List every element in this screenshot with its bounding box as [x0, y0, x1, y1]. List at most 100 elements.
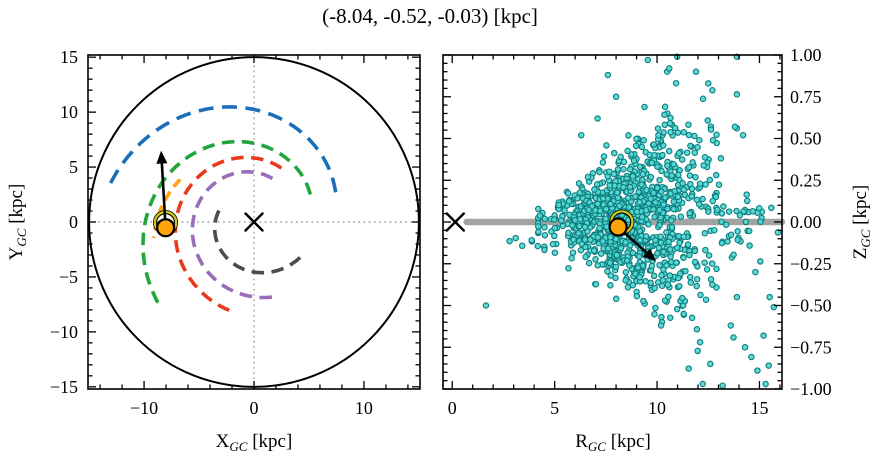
- scatter-point: [741, 344, 749, 351]
- scatter-point: [685, 365, 692, 372]
- scatter-point: [607, 200, 614, 208]
- z-tick-label: −0.50: [790, 296, 832, 316]
- scatter-point: [550, 216, 558, 223]
- spiral-arm-purple: [190, 170, 275, 300]
- x-axis-label-left-panel: XGC [kpc]: [216, 431, 293, 454]
- scatter-point: [565, 229, 572, 237]
- scatter-point: [570, 236, 577, 243]
- scatter-point: [650, 272, 658, 280]
- scatter-point: [566, 211, 573, 219]
- scatter-point: [667, 190, 674, 197]
- scatter-point: [709, 281, 716, 288]
- scatter-point: [607, 234, 614, 241]
- scatter-point: [636, 236, 644, 244]
- scatter-point: [707, 276, 715, 283]
- figure-title: (-8.04, -0.52, -0.03) [kpc]: [322, 4, 538, 28]
- scatter-point: [670, 198, 678, 205]
- scatter-point: [754, 367, 761, 374]
- scatter-point: [749, 208, 756, 215]
- scatter-point: [604, 71, 612, 79]
- scatter-point: [686, 273, 694, 281]
- scatter-point: [696, 338, 704, 346]
- scatter-point: [730, 334, 737, 341]
- scatter-point: [731, 123, 739, 131]
- scatter-point: [620, 184, 627, 191]
- spiral-arm-red: [173, 155, 283, 313]
- scatter-point: [610, 170, 618, 178]
- scatter-point: [591, 186, 598, 193]
- scatter-point: [625, 132, 632, 139]
- scatter-point: [676, 282, 683, 290]
- scatter-point: [664, 281, 672, 288]
- z-axis-label-right-panel: ZGC [kpc]: [850, 185, 873, 260]
- scatter-point: [535, 228, 542, 236]
- scatter-point: [680, 186, 688, 193]
- scatter-point: [733, 91, 741, 98]
- scatter-point: [684, 241, 692, 248]
- scatter-point: [666, 120, 674, 127]
- scatter-point: [659, 151, 666, 159]
- scatter-point: [642, 278, 649, 285]
- scatter-point: [675, 171, 682, 179]
- scatter-point: [569, 222, 576, 229]
- scatter-point: [665, 293, 672, 301]
- scatter-point: [657, 239, 665, 246]
- scatter-point: [688, 193, 696, 200]
- scatter-point: [652, 199, 659, 206]
- arrow-head: [642, 248, 657, 262]
- scatter-point: [694, 347, 701, 355]
- axis-ticks: [443, 54, 782, 390]
- scatter-point: [512, 234, 519, 242]
- scatter-point: [602, 205, 610, 213]
- scatter-point: [711, 226, 718, 234]
- scatter-point: [626, 166, 634, 173]
- scatter-point: [660, 266, 667, 273]
- y-tick-label: 5: [69, 157, 78, 177]
- scatter-point: [632, 270, 639, 277]
- scatter-point: [651, 284, 658, 292]
- scatter-point: [647, 173, 655, 181]
- scatter-point: [670, 160, 677, 168]
- scatter-point: [655, 244, 663, 252]
- scatter-point: [565, 265, 572, 272]
- scatter-point: [666, 65, 673, 72]
- z-tick-label: 0.25: [790, 170, 822, 190]
- scatter-point: [541, 231, 549, 239]
- scatter-point: [650, 206, 657, 213]
- scatter-point: [705, 208, 712, 215]
- scatter-point: [624, 147, 631, 155]
- scatter-point: [666, 314, 674, 321]
- scatter-point: [704, 117, 711, 124]
- y-tick-label: −5: [59, 267, 78, 287]
- scatter-point: [685, 121, 692, 128]
- scatter-point: [715, 181, 723, 188]
- scatter-point: [606, 182, 613, 189]
- scatter-point: [623, 257, 631, 264]
- scatter-point: [666, 272, 674, 279]
- scatter-point: [558, 217, 565, 224]
- scatter-point: [719, 382, 726, 389]
- scatter-point: [696, 180, 704, 187]
- scatter-point: [626, 183, 634, 191]
- y-tick-label: 15: [60, 47, 78, 67]
- scatter-point: [597, 250, 605, 257]
- scatter-point: [633, 292, 641, 300]
- scatter-point: [640, 297, 647, 305]
- scatter-point: [718, 210, 726, 217]
- scatter-point: [702, 246, 709, 254]
- scatter-point: [712, 193, 720, 201]
- scatter-point: [734, 228, 741, 235]
- scatter-point: [745, 227, 753, 235]
- scatter-point: [575, 180, 583, 187]
- z-tick-label: −0.75: [790, 337, 832, 357]
- scatter-point: [706, 176, 714, 184]
- scatter-point: [667, 114, 674, 122]
- scatter-point: [697, 291, 704, 299]
- scatter-point: [660, 201, 667, 208]
- scatter-point: [657, 322, 665, 329]
- y-tick-label: −15: [50, 377, 78, 397]
- scatter-point: [743, 191, 750, 198]
- axis-ticks: [88, 55, 420, 389]
- scatter-point: [687, 180, 694, 188]
